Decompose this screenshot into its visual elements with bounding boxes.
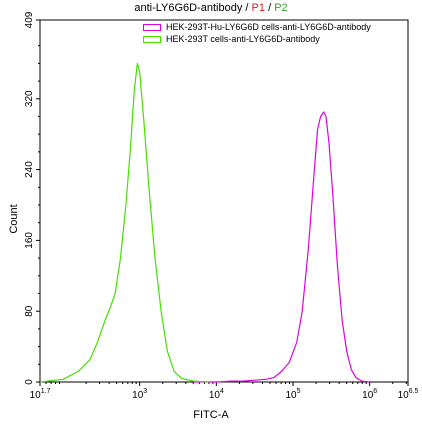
title-separator: / xyxy=(268,2,272,14)
y-tick-label-4: 320 xyxy=(24,90,35,107)
y-tick-label-2: 160 xyxy=(24,232,35,249)
series-lines xyxy=(39,62,370,383)
x-tick-label-3: 105 xyxy=(285,388,300,401)
legend-item-2: HEK-293T cells-anti-LY6G6D-antibody xyxy=(143,33,371,45)
x-axis: 101.7 103 104 105 106 106.5 xyxy=(30,382,419,401)
legend-label-1: HEK-293T-Hu-LY6G6D cells-anti-LY6G6D-ant… xyxy=(166,22,371,32)
series-line-1 xyxy=(193,111,370,383)
legend: HEK-293T-Hu-LY6G6D cells-anti-LY6G6D-ant… xyxy=(143,21,371,45)
plot-frame xyxy=(39,19,409,383)
legend-item-1: HEK-293T-Hu-LY6G6D cells-anti-LY6G6D-ant… xyxy=(143,21,371,33)
title-p1: P1 xyxy=(251,2,265,14)
y-tick-label-3: 240 xyxy=(24,161,35,178)
x-tick-label-4: 106 xyxy=(362,388,377,401)
x-tick-label-2: 104 xyxy=(209,388,224,401)
y-axis: 0 80 160 240 320 409 xyxy=(24,11,40,385)
title-p2: P2 xyxy=(274,2,288,14)
y-tick-label-0: 0 xyxy=(24,379,35,385)
x-tick-label-5: 106.5 xyxy=(398,388,419,401)
chart-title: anti-LY6G6D-antibody / P1 / P2 xyxy=(0,2,422,14)
title-text: anti-LY6G6D-antibody / xyxy=(134,2,252,14)
x-tick-label-0: 101.7 xyxy=(30,388,51,401)
y-axis-label: Count xyxy=(8,204,20,234)
y-tick-label-5: 409 xyxy=(24,11,35,28)
series-line-2 xyxy=(39,62,209,383)
y-tick-label-1: 80 xyxy=(24,305,35,317)
x-tick-label-1: 103 xyxy=(132,388,147,401)
legend-swatch-2 xyxy=(143,35,161,43)
legend-swatch-1 xyxy=(143,23,161,31)
x-axis-label: FITC-A xyxy=(193,409,229,421)
legend-label-2: HEK-293T cells-anti-LY6G6D-antibody xyxy=(166,34,320,44)
